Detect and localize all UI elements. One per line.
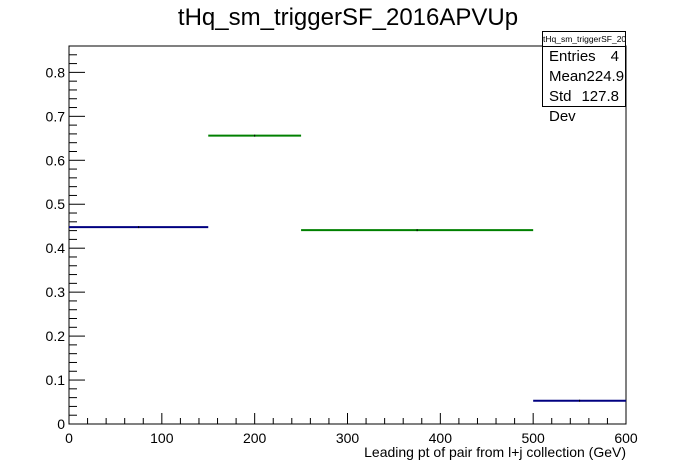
stats-entries-row: Entries 4 bbox=[543, 47, 625, 67]
y-tick-label: 0.8 bbox=[46, 64, 66, 80]
x-tick-label: 200 bbox=[243, 430, 267, 446]
x-tick-label: 300 bbox=[336, 430, 360, 446]
stats-stddev-label: Std Dev bbox=[549, 88, 576, 125]
stats-mean-row: Mean 224.9 bbox=[543, 67, 625, 87]
y-tick-label: 0.5 bbox=[46, 196, 66, 212]
y-tick-label: 0.1 bbox=[46, 372, 66, 388]
y-tick-label: 0.6 bbox=[46, 152, 66, 168]
y-tick-label: 0.2 bbox=[46, 328, 66, 344]
stats-entries-value: 4 bbox=[610, 48, 619, 65]
x-axis-label: Leading pt of pair from l+j collection (… bbox=[364, 444, 626, 460]
x-tick-label: 500 bbox=[521, 430, 545, 446]
x-tick-label: 600 bbox=[614, 430, 638, 446]
y-tick-label: 0.7 bbox=[46, 108, 66, 124]
stats-mean-label: Mean bbox=[549, 68, 587, 85]
stats-stddev-row: Std Dev 127.8 bbox=[543, 87, 625, 125]
y-tick-label: 0.3 bbox=[46, 284, 66, 300]
stats-stddev-value: 127.8 bbox=[581, 88, 619, 105]
x-tick-label: 400 bbox=[429, 430, 453, 446]
stats-box: tHq_sm_triggerSF_2016APVUp Entries 4 Mea… bbox=[542, 31, 626, 125]
y-tick-label: 0 bbox=[57, 416, 65, 432]
y-tick-label: 0.4 bbox=[46, 240, 66, 256]
x-tick-label: 0 bbox=[65, 430, 73, 446]
stats-entries-label: Entries bbox=[549, 48, 596, 65]
stats-mean-value: 224.9 bbox=[586, 68, 625, 85]
x-tick-label: 100 bbox=[150, 430, 174, 446]
stats-name: tHq_sm_triggerSF_2016APVUp bbox=[543, 32, 625, 47]
chart-title: tHq_sm_triggerSF_2016APVUp bbox=[177, 4, 519, 31]
